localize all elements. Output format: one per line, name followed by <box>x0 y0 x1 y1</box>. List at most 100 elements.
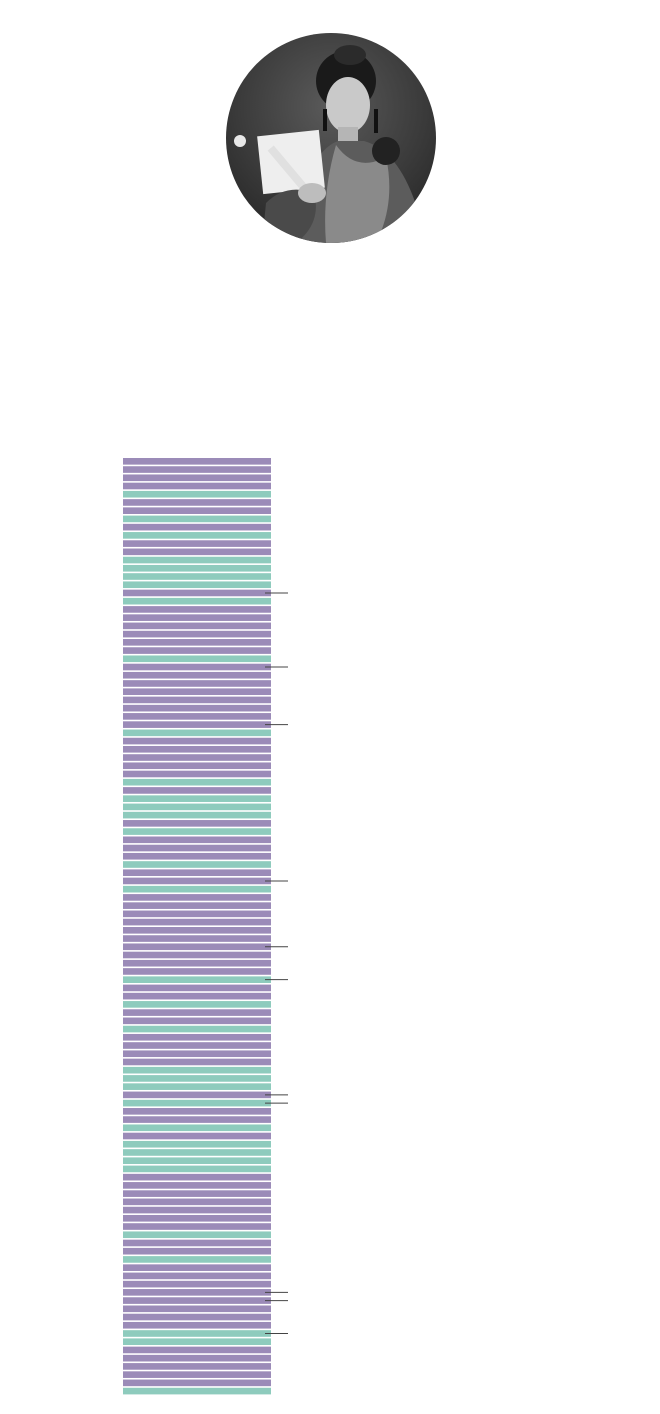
bar-segment <box>123 992 271 1000</box>
bar-segment <box>123 1182 271 1189</box>
bar-segment <box>123 935 271 942</box>
bar-segment <box>123 622 271 630</box>
bar-segment <box>123 844 271 852</box>
bar-segment <box>123 721 271 728</box>
bar-segment <box>123 630 271 638</box>
bar-segment <box>123 1140 271 1148</box>
bar-segment <box>123 1091 271 1099</box>
bar-segment <box>123 1108 271 1115</box>
bar-segment <box>123 1116 271 1123</box>
bar-segment <box>123 556 271 564</box>
bar-segment <box>123 1289 271 1296</box>
bar-segment <box>123 820 271 827</box>
bar-segment <box>123 1264 271 1271</box>
bar-segment <box>123 1256 271 1263</box>
bar-segment <box>123 787 271 794</box>
bar-segment <box>123 803 271 811</box>
bar-segment <box>123 1379 271 1387</box>
bar-segment <box>123 976 271 983</box>
portrait-photo <box>226 33 436 243</box>
bar-segment <box>123 910 271 918</box>
bar-segment <box>123 729 271 737</box>
bar-segment <box>123 1387 271 1395</box>
bar-segment <box>123 1124 271 1132</box>
bar-segment <box>123 704 271 712</box>
bar-segments <box>123 458 271 1395</box>
bar-segment <box>123 671 271 679</box>
bar-segment <box>123 1001 271 1008</box>
bar-segment <box>123 490 271 498</box>
bar-segment <box>123 1066 271 1074</box>
bar-segment <box>123 1247 271 1255</box>
bar-segment <box>123 894 271 901</box>
bar-segment <box>123 836 271 844</box>
bar-segment <box>123 1075 271 1082</box>
bar-segment <box>123 902 271 909</box>
bar-segment <box>123 1190 271 1197</box>
bar-segment <box>123 1231 271 1239</box>
bar-segment <box>123 762 271 770</box>
person-portrait-icon <box>234 45 426 243</box>
bar-segment <box>123 943 271 951</box>
bar-segment <box>123 1371 271 1378</box>
bar-segment <box>123 1157 271 1165</box>
bar-segment <box>123 1017 271 1025</box>
bar-segment <box>123 1009 271 1016</box>
bar-segment <box>123 811 271 819</box>
bar-segment <box>123 869 271 877</box>
bar-segment <box>123 1313 271 1321</box>
bar-segment <box>123 474 271 482</box>
bar-segment <box>123 482 271 490</box>
bar-segment <box>123 861 271 868</box>
bar-segment <box>123 523 271 531</box>
bar-segment <box>123 885 271 893</box>
bar-segment <box>123 1338 271 1346</box>
bar-segment <box>123 1033 271 1041</box>
bar-segment <box>123 1050 271 1058</box>
bar-segment <box>123 458 271 465</box>
bar-segment <box>123 1321 271 1329</box>
bar-segment <box>123 507 271 514</box>
bar-segment <box>123 1149 271 1156</box>
bar-segment <box>123 564 271 572</box>
bar-segment <box>123 778 271 786</box>
bar-segment <box>123 466 271 473</box>
bar-segment <box>123 1099 271 1107</box>
bar-segment <box>123 1297 271 1304</box>
bar-segment <box>123 1354 271 1362</box>
bar-segment <box>123 927 271 934</box>
bar-segment <box>123 597 271 605</box>
bar-segment <box>123 581 271 589</box>
bar-segment <box>123 754 271 761</box>
bar-segment <box>123 614 271 621</box>
bar-segment <box>123 795 271 802</box>
bar-segment <box>123 828 271 835</box>
bar-segment <box>123 918 271 926</box>
bar-segment <box>123 647 271 654</box>
bar-segment <box>123 606 271 613</box>
bar-segment <box>123 1214 271 1222</box>
bar-segment <box>123 1305 271 1313</box>
bar-segment <box>123 1058 271 1066</box>
bar-segment <box>123 713 271 720</box>
bar-segment <box>123 1239 271 1247</box>
bar-segment <box>123 745 271 753</box>
bar-segment <box>123 951 271 959</box>
bar-segment <box>123 655 271 663</box>
bar-segment <box>123 573 271 580</box>
bar-segment <box>123 1363 271 1370</box>
bar-segment <box>123 1223 271 1230</box>
bar-segment <box>123 1132 271 1140</box>
bar-segment <box>123 1042 271 1049</box>
bar-segment <box>123 639 271 646</box>
bar-segment <box>123 1173 271 1181</box>
bar-segment <box>123 688 271 696</box>
bar-segment <box>123 1346 271 1354</box>
bar-segment <box>123 540 271 547</box>
bar-segment <box>123 589 271 597</box>
bar-segment <box>123 1280 271 1288</box>
bar-segment <box>123 499 271 506</box>
bar-segment <box>123 1272 271 1280</box>
bar-segment <box>123 737 271 745</box>
bar-segment <box>123 959 271 967</box>
